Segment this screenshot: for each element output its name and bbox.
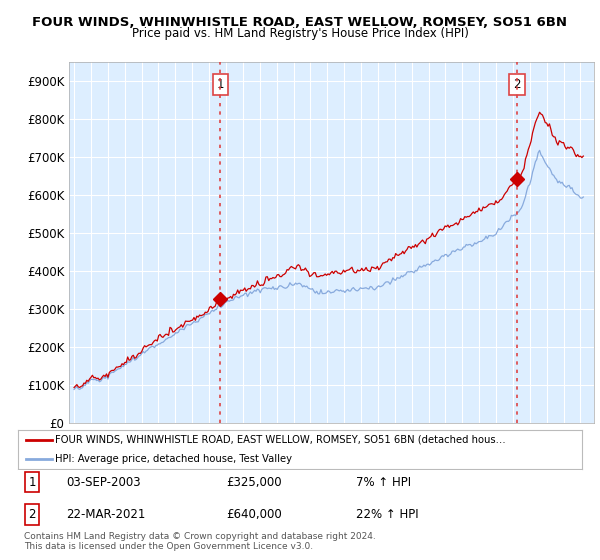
Text: FOUR WINDS, WHINWHISTLE ROAD, EAST WELLOW, ROMSEY, SO51 6BN: FOUR WINDS, WHINWHISTLE ROAD, EAST WELLO… <box>32 16 568 29</box>
Text: 03-SEP-2003: 03-SEP-2003 <box>66 475 140 489</box>
Text: £325,000: £325,000 <box>227 475 283 489</box>
Text: 2: 2 <box>513 78 520 91</box>
Text: £640,000: £640,000 <box>227 508 283 521</box>
Text: 22% ↑ HPI: 22% ↑ HPI <box>356 508 419 521</box>
Text: HPI: Average price, detached house, Test Valley: HPI: Average price, detached house, Test… <box>55 454 292 464</box>
Text: FOUR WINDS, WHINWHISTLE ROAD, EAST WELLOW, ROMSEY, SO51 6BN (detached hous…: FOUR WINDS, WHINWHISTLE ROAD, EAST WELLO… <box>55 435 505 445</box>
Text: Price paid vs. HM Land Registry's House Price Index (HPI): Price paid vs. HM Land Registry's House … <box>131 27 469 40</box>
Text: 22-MAR-2021: 22-MAR-2021 <box>66 508 145 521</box>
Text: 1: 1 <box>217 78 224 91</box>
Text: 1: 1 <box>28 475 36 489</box>
Text: 2: 2 <box>28 508 36 521</box>
Text: Contains HM Land Registry data © Crown copyright and database right 2024.
This d: Contains HM Land Registry data © Crown c… <box>24 532 376 552</box>
Text: 7% ↑ HPI: 7% ↑ HPI <box>356 475 412 489</box>
